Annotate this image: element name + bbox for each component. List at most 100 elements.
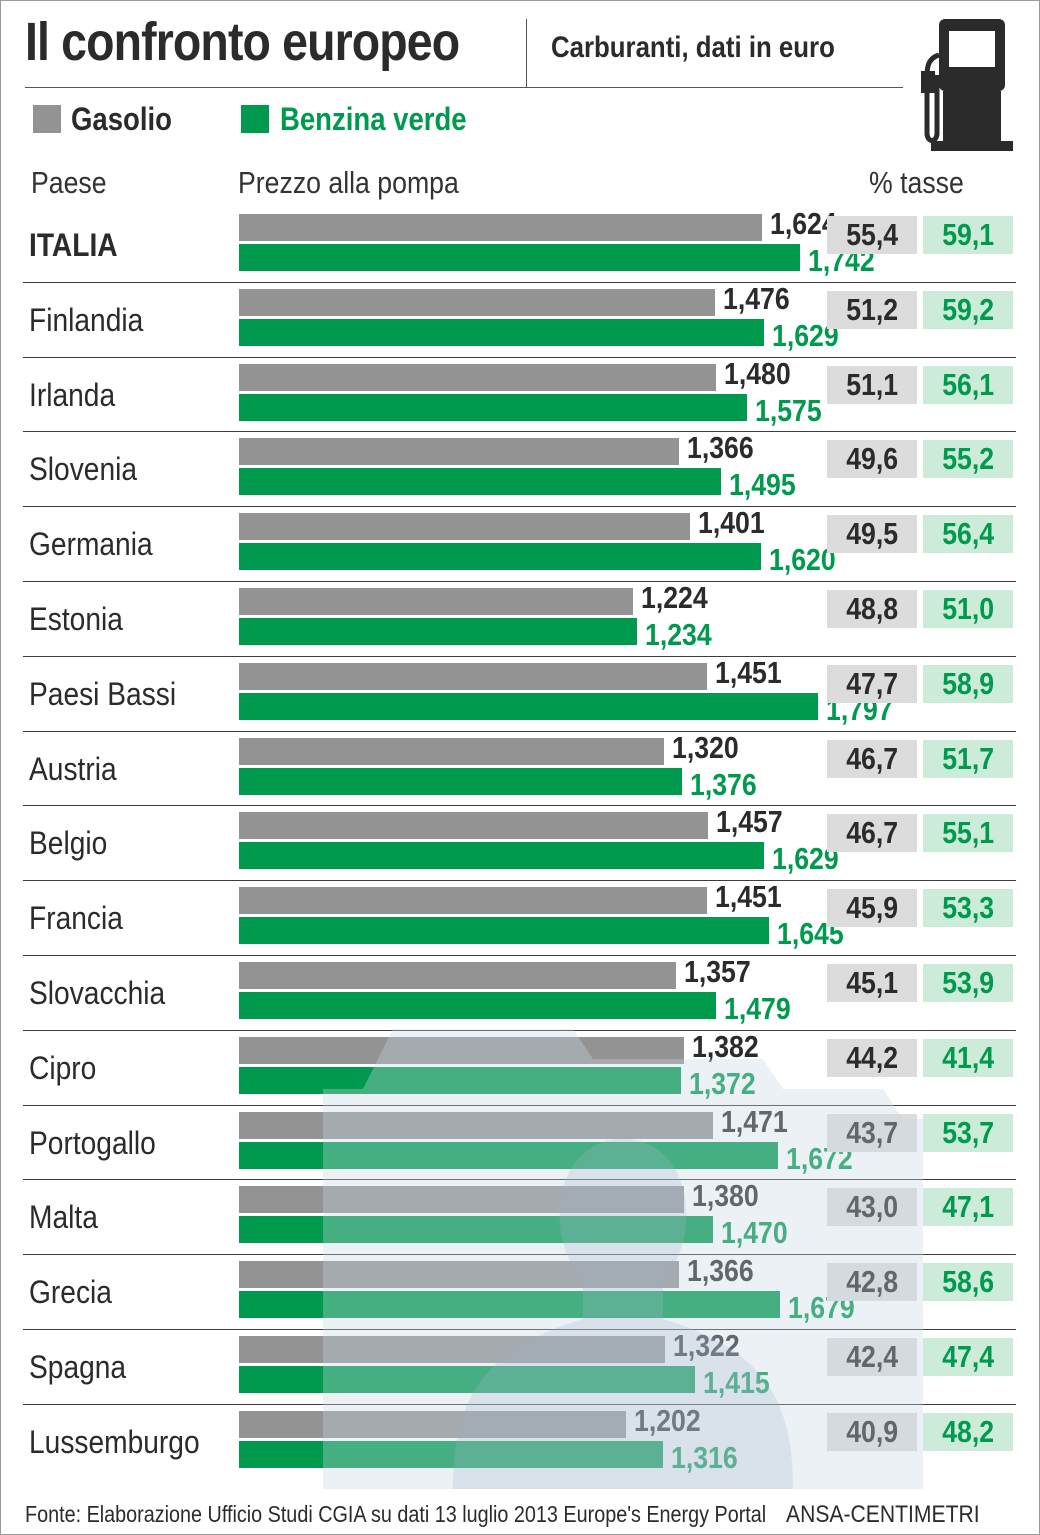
legend-label-petrol: Benzina verde	[280, 101, 467, 137]
tax-value-petrol: 56,4	[942, 516, 994, 552]
page-subtitle: Carburanti, dati in euro	[551, 31, 835, 64]
country-label: Grecia	[29, 1274, 112, 1311]
bar-petrol	[239, 1066, 682, 1094]
tax-cell-petrol: 47,1	[923, 1188, 1013, 1227]
value-label-diesel: 1,366	[687, 430, 754, 466]
tax-value-petrol: 51,0	[942, 591, 994, 626]
bar-diesel	[239, 962, 677, 989]
value-label-diesel: 1,451	[714, 879, 782, 915]
bar-petrol	[239, 468, 721, 496]
value-label-diesel: 1,480	[723, 355, 791, 391]
bar-diesel	[239, 438, 680, 466]
row-separator	[23, 1104, 1016, 1106]
column-header-country: Paese	[31, 165, 107, 200]
tax-value-petrol: 48,2	[942, 1413, 994, 1449]
value-label-petrol: 1,234	[644, 617, 712, 652]
tax-value-diesel: 40,9	[846, 1413, 898, 1449]
tax-cell-diesel: 42,4	[827, 1338, 917, 1376]
bar-petrol	[239, 1440, 664, 1468]
value-label-diesel: 1,476	[722, 280, 790, 316]
tax-cell-petrol: 55,2	[923, 440, 1013, 479]
tax-cell-diesel: 46,7	[827, 814, 917, 853]
tax-value-diesel: 55,4	[846, 217, 898, 252]
tax-cell-petrol: 56,1	[923, 365, 1013, 404]
legend-swatch-petrol	[241, 105, 269, 133]
page-title: Il confronto europeo	[25, 12, 460, 72]
bar-petrol	[239, 543, 761, 571]
tax-cell-petrol: 47,4	[923, 1338, 1013, 1376]
row-separator	[23, 431, 1016, 433]
fuel-pump-icon	[921, 19, 1013, 151]
tax-cell-diesel: 45,1	[827, 964, 917, 1002]
column-header-price: Prezzo alla pompa	[238, 165, 459, 200]
bar-petrol	[239, 1291, 780, 1319]
value-label-petrol: 1,575	[754, 392, 822, 428]
tax-cell-diesel: 44,2	[827, 1038, 917, 1077]
credit-label: ANSA-CENTIMETRI	[786, 1501, 980, 1528]
tax-value-petrol: 53,3	[942, 890, 994, 926]
country-label: Paesi Bassi	[29, 675, 177, 712]
value-label-diesel: 1,380	[691, 1178, 759, 1214]
bar-diesel	[239, 662, 707, 690]
country-label: Cipro	[29, 1049, 97, 1086]
country-label: ITALIA	[29, 227, 118, 263]
tax-value-diesel: 49,5	[846, 516, 898, 552]
value-label-diesel: 1,366	[687, 1253, 754, 1289]
tax-value-petrol: 58,6	[942, 1264, 994, 1300]
bar-diesel	[239, 737, 665, 765]
tax-cell-petrol: 58,9	[923, 664, 1013, 703]
tax-value-diesel: 42,8	[846, 1264, 898, 1300]
tax-cell-diesel: 49,5	[827, 515, 917, 554]
tax-cell-diesel: 40,9	[827, 1412, 917, 1451]
tax-value-petrol: 41,4	[942, 1039, 994, 1075]
tax-value-diesel: 42,4	[846, 1339, 898, 1374]
country-label: Francia	[29, 900, 123, 937]
tax-cell-diesel: 51,2	[827, 290, 917, 329]
country-label: Austria	[29, 750, 117, 787]
tax-cell-petrol: 48,2	[923, 1412, 1013, 1451]
bar-diesel	[239, 1336, 665, 1363]
tax-cell-petrol: 53,3	[923, 889, 1013, 928]
country-label: Irlanda	[29, 376, 116, 413]
bar-diesel	[239, 288, 715, 316]
value-label-diesel: 1,202	[634, 1402, 702, 1438]
tax-value-petrol: 55,2	[942, 441, 994, 477]
row-separator	[23, 581, 1016, 582]
row-separator	[23, 805, 1016, 807]
value-label-diesel: 1,357	[684, 954, 751, 989]
tax-value-diesel: 46,7	[846, 740, 898, 776]
tax-value-diesel: 45,9	[846, 890, 898, 926]
bar-diesel	[239, 513, 691, 541]
row-separator	[23, 1329, 1016, 1330]
bar-diesel	[239, 588, 634, 615]
tax-cell-petrol: 59,1	[923, 216, 1013, 254]
tax-value-petrol: 53,9	[942, 965, 994, 1000]
tax-cell-petrol: 55,1	[923, 814, 1013, 853]
value-label-diesel: 1,320	[672, 729, 740, 765]
value-label-diesel: 1,457	[716, 804, 784, 840]
tax-cell-petrol: 59,2	[923, 290, 1013, 329]
source-note: Fonte: Elaborazione Ufficio Studi CGIA s…	[25, 1501, 767, 1527]
value-label-petrol: 1,470	[720, 1215, 788, 1251]
value-label-petrol: 1,620	[769, 542, 836, 578]
bar-petrol	[239, 1141, 778, 1169]
tax-cell-diesel: 43,0	[827, 1188, 917, 1227]
bar-petrol	[239, 1366, 695, 1393]
tax-value-diesel: 51,2	[846, 291, 898, 327]
tax-cell-petrol: 56,4	[923, 515, 1013, 554]
tax-cell-diesel: 47,7	[827, 664, 917, 703]
tax-cell-diesel: 42,8	[827, 1263, 917, 1302]
value-label-diesel: 1,471	[720, 1103, 788, 1139]
tax-cell-petrol: 51,0	[923, 590, 1013, 628]
value-label-diesel: 1,451	[714, 654, 782, 690]
row-separator	[23, 506, 1016, 508]
bar-petrol	[239, 318, 764, 346]
tax-cell-diesel: 48,8	[827, 590, 917, 628]
row-separator	[23, 1254, 1016, 1256]
country-label: Lussemburgo	[29, 1423, 200, 1460]
country-label: Slovenia	[29, 451, 138, 488]
bar-diesel	[239, 214, 763, 241]
country-label: Germania	[29, 526, 153, 563]
tax-cell-diesel: 46,7	[827, 739, 917, 778]
